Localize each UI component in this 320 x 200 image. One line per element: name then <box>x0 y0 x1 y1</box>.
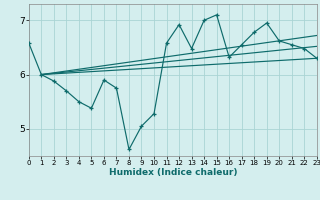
X-axis label: Humidex (Indice chaleur): Humidex (Indice chaleur) <box>108 168 237 177</box>
